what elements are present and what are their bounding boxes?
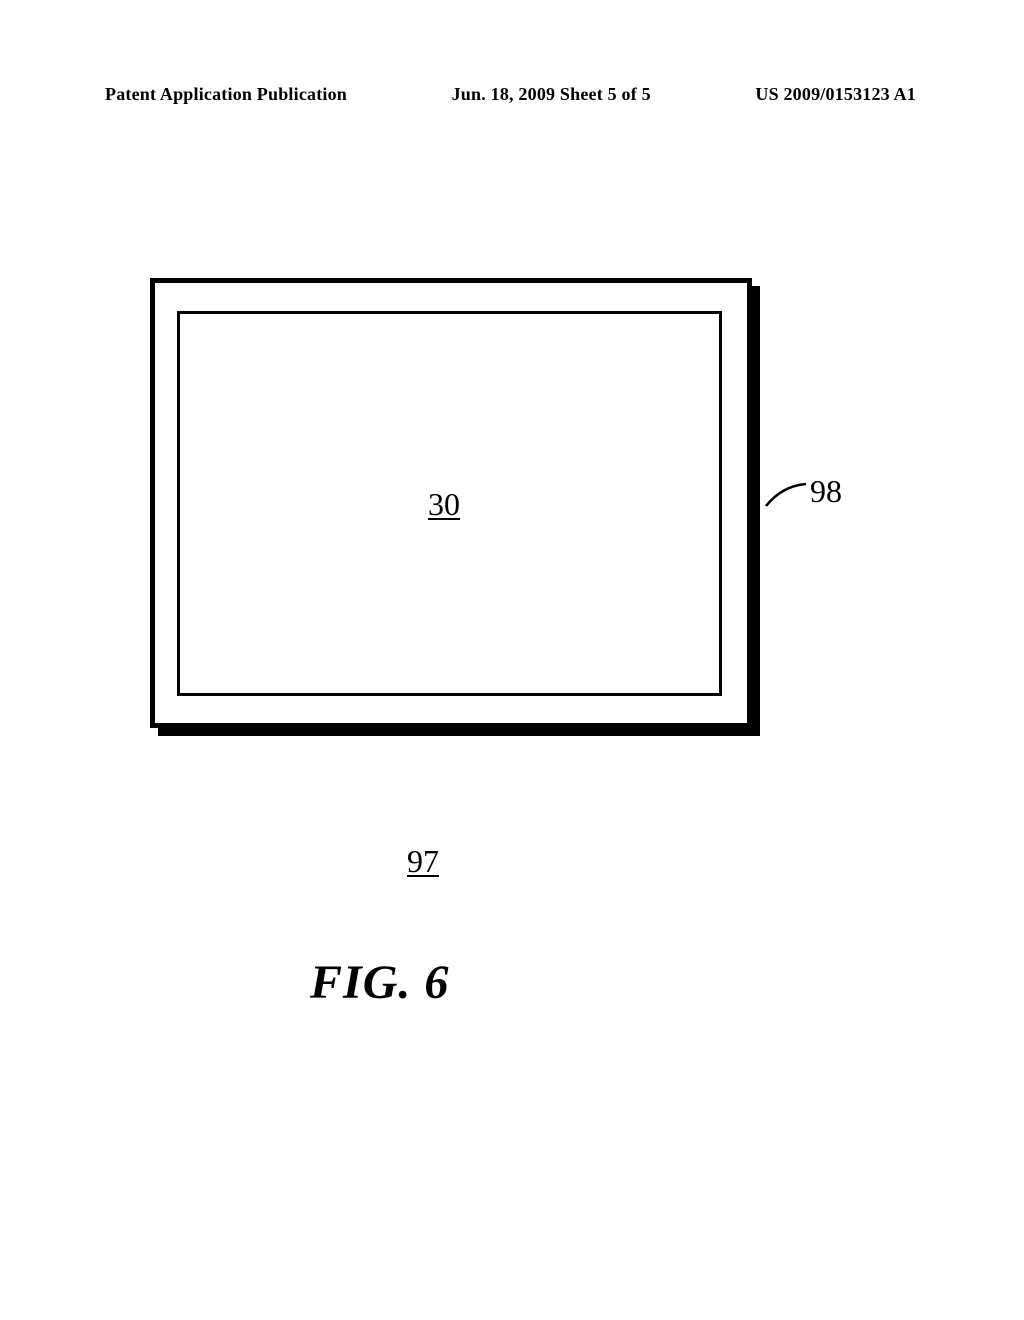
header-publication: Patent Application Publication [105, 84, 347, 105]
label-30: 30 [428, 486, 460, 523]
outer-frame: 30 [150, 278, 752, 728]
header-patent-number: US 2009/0153123 A1 [755, 84, 916, 105]
label-98: 98 [810, 473, 842, 510]
label-97: 97 [407, 843, 439, 880]
leader-line-98 [764, 480, 808, 508]
figure-title: FIG. 6 [310, 955, 449, 1010]
header-date-sheet: Jun. 18, 2009 Sheet 5 of 5 [452, 84, 651, 105]
patent-header: Patent Application Publication Jun. 18, … [0, 84, 1024, 105]
inner-frame: 30 [177, 311, 722, 696]
figure-diagram: 30 98 [150, 278, 755, 733]
